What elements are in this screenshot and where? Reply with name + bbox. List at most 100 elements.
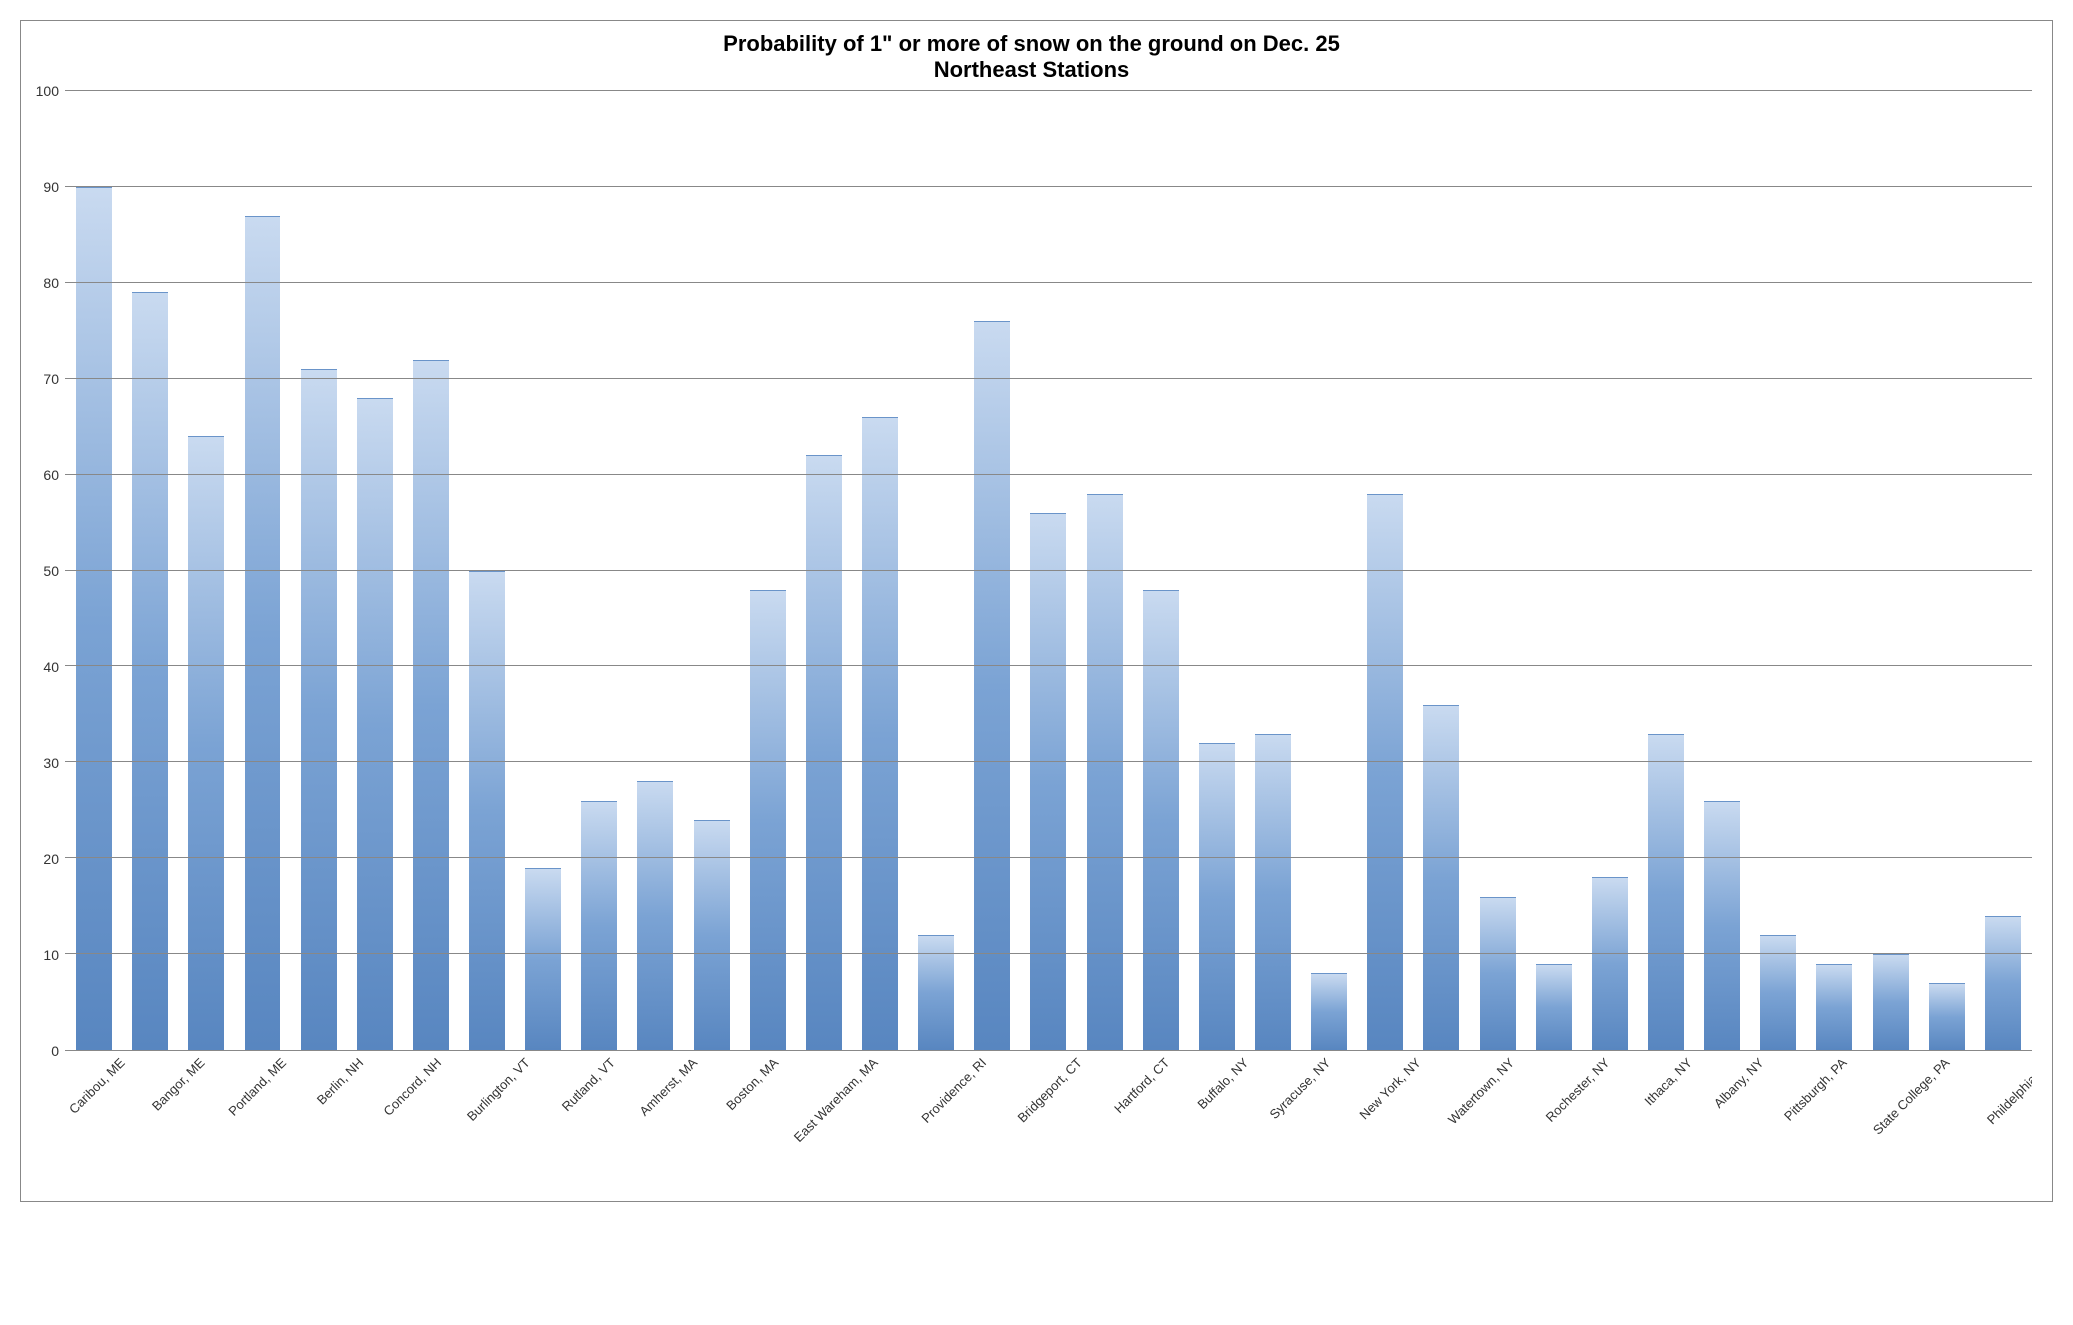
- bar-slot: [1531, 91, 1577, 1050]
- gridline: [65, 186, 2032, 187]
- bar: [1255, 734, 1291, 1050]
- x-axis-wrap: Caribou, ME Bangor, ME Portland, ME Berlin,…: [31, 1051, 2032, 1191]
- bar-slot: [745, 91, 791, 1050]
- bar: [750, 590, 786, 1050]
- bar-slot: [576, 91, 622, 1050]
- bar: [1423, 705, 1459, 1050]
- bar: [1985, 916, 2021, 1050]
- bar: [637, 781, 673, 1050]
- bar-slot: [1699, 91, 1745, 1050]
- bar: [1480, 897, 1516, 1050]
- bar: [974, 321, 1010, 1050]
- x-axis-label: Caribou, ME: [81, 1055, 153, 1070]
- x-axis-label: State College, PA: [1891, 1055, 1993, 1070]
- gridline: [65, 378, 2032, 379]
- bar-slot: [857, 91, 903, 1050]
- x-axis-label: Providence, RI: [936, 1055, 1021, 1070]
- bar-slot: [913, 91, 959, 1050]
- gridline: [65, 953, 2032, 954]
- bar-slot: [1755, 91, 1801, 1050]
- bar-slot: [1138, 91, 1184, 1050]
- gridline: [65, 665, 2032, 666]
- bar: [581, 801, 617, 1050]
- bar-slot: [689, 91, 735, 1050]
- x-axis-label: Syracuse, NY: [1283, 1055, 1362, 1070]
- bar-slot: [296, 91, 342, 1050]
- bar: [469, 571, 505, 1051]
- bar-slot: [1306, 91, 1352, 1050]
- bar-slot: [1250, 91, 1296, 1050]
- bar: [132, 292, 168, 1050]
- bar-slot: [1418, 91, 1464, 1050]
- bar-slot: [239, 91, 285, 1050]
- x-axis-label: Amherst, MA: [652, 1055, 727, 1070]
- snow-probability-chart: Probability of 1" or more of snow on the…: [20, 20, 2053, 1202]
- gridline: [65, 761, 2032, 762]
- bar-slot: [1475, 91, 1521, 1050]
- bar-slot: [1082, 91, 1128, 1050]
- x-axis-label: Boston, MA: [737, 1055, 804, 1070]
- x-axis-label: Ithaca, NY: [1654, 1055, 1715, 1070]
- x-axis-label: Burlington, VT: [481, 1055, 563, 1070]
- bar: [525, 868, 561, 1050]
- bar: [1536, 964, 1572, 1050]
- x-axis-label: Rochester, NY: [1560, 1055, 1644, 1070]
- x-axis-label: New York, NY: [1373, 1055, 1453, 1070]
- x-axis-label: East Wareham, MA: [814, 1055, 926, 1070]
- x-axis-label: Phildelphia, PA: [2002, 1055, 2032, 1070]
- bar-slot: [1587, 91, 1633, 1050]
- bar-slot: [464, 91, 510, 1050]
- bar: [76, 187, 112, 1050]
- bar-slot: [969, 91, 1015, 1050]
- bar-slot: [1811, 91, 1857, 1050]
- gridline: [65, 90, 2032, 91]
- bar: [245, 216, 281, 1050]
- x-axis: Caribou, ME Bangor, ME Portland, ME Berlin,…: [31, 1051, 2032, 1070]
- bar: [1704, 801, 1740, 1050]
- bar: [1199, 743, 1235, 1050]
- bar: [1143, 590, 1179, 1050]
- bar-slot: [1924, 91, 1970, 1050]
- bar-slot: [71, 91, 117, 1050]
- y-axis: 1009080706050403020100: [31, 91, 65, 1051]
- bar: [1087, 494, 1123, 1050]
- bar: [806, 455, 842, 1050]
- x-axis-label: Portland, ME: [241, 1055, 316, 1070]
- bar: [188, 436, 224, 1050]
- bar: [1648, 734, 1684, 1050]
- bar: [694, 820, 730, 1050]
- bar: [1367, 494, 1403, 1050]
- bar-slot: [520, 91, 566, 1050]
- x-axis-label: Berlin, NH: [326, 1055, 385, 1070]
- bar: [1592, 877, 1628, 1050]
- bar-slot: [632, 91, 678, 1050]
- bar: [1816, 964, 1852, 1050]
- plot-area: [65, 91, 2032, 1051]
- bar-slot: [1025, 91, 1071, 1050]
- bar-slot: [183, 91, 229, 1050]
- bar: [1929, 983, 1965, 1050]
- bar: [413, 360, 449, 1050]
- gridline: [65, 857, 2032, 858]
- x-axis-label: Concord, NH: [396, 1055, 471, 1070]
- chart-title: Probability of 1" or more of snow on the…: [31, 31, 2032, 83]
- gridline: [65, 570, 2032, 571]
- x-axis-label: Bangor, ME: [163, 1055, 231, 1070]
- x-axis-label: Bridgeport, CT: [1032, 1055, 1117, 1070]
- x-axis-label: Albany, NY: [1724, 1055, 1788, 1070]
- x-axis-label: Watertown, NY: [1463, 1055, 1550, 1070]
- bar-slot: [352, 91, 398, 1050]
- bar-slot: [1362, 91, 1408, 1050]
- bar-slot: [1643, 91, 1689, 1050]
- chart-title-line1: Probability of 1" or more of snow on the…: [31, 31, 2032, 57]
- bar: [862, 417, 898, 1050]
- bar: [1030, 513, 1066, 1050]
- plot-row: 1009080706050403020100: [31, 91, 2032, 1051]
- gridline: [65, 282, 2032, 283]
- bar-slot: [1194, 91, 1240, 1050]
- bar-slot: [801, 91, 847, 1050]
- bar: [1873, 954, 1909, 1050]
- bar-slot: [408, 91, 454, 1050]
- x-axis-label: Pittsburgh, PA: [1798, 1055, 1880, 1070]
- chart-title-line2: Northeast Stations: [31, 57, 2032, 83]
